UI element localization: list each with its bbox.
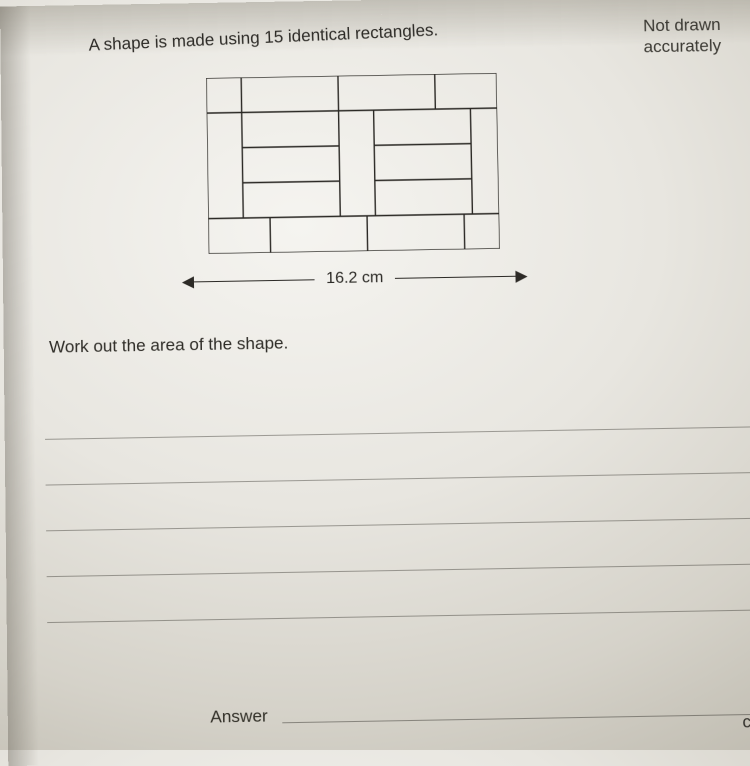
left-page-edge bbox=[0, 6, 39, 766]
unit-fragment: cm bbox=[742, 712, 750, 733]
answer-blank[interactable] bbox=[282, 714, 750, 724]
shape-svg bbox=[206, 73, 500, 254]
working-line[interactable] bbox=[45, 426, 750, 440]
dim-line-right bbox=[395, 275, 525, 278]
answer-row: Answer bbox=[210, 697, 750, 727]
not-drawn-line2: accurately bbox=[643, 35, 721, 58]
not-drawn-line1: Not drawn bbox=[643, 14, 721, 37]
dimension-arrow: 16.2 cm bbox=[184, 267, 526, 291]
working-line[interactable] bbox=[46, 518, 750, 532]
workout-prompt: Work out the area of the shape. bbox=[49, 333, 289, 357]
dim-line-left bbox=[184, 279, 314, 282]
dimension-label: 16.2 cm bbox=[314, 269, 396, 289]
worksheet-page: A shape is made using 15 identical recta… bbox=[0, 0, 750, 766]
working-line[interactable] bbox=[47, 609, 750, 623]
answer-label: Answer bbox=[210, 706, 268, 728]
working-line[interactable] bbox=[47, 564, 750, 578]
working-line[interactable] bbox=[46, 472, 750, 486]
working-lines bbox=[45, 426, 750, 668]
not-drawn-note: Not drawn accurately bbox=[643, 14, 721, 58]
shape-diagram bbox=[206, 73, 500, 254]
